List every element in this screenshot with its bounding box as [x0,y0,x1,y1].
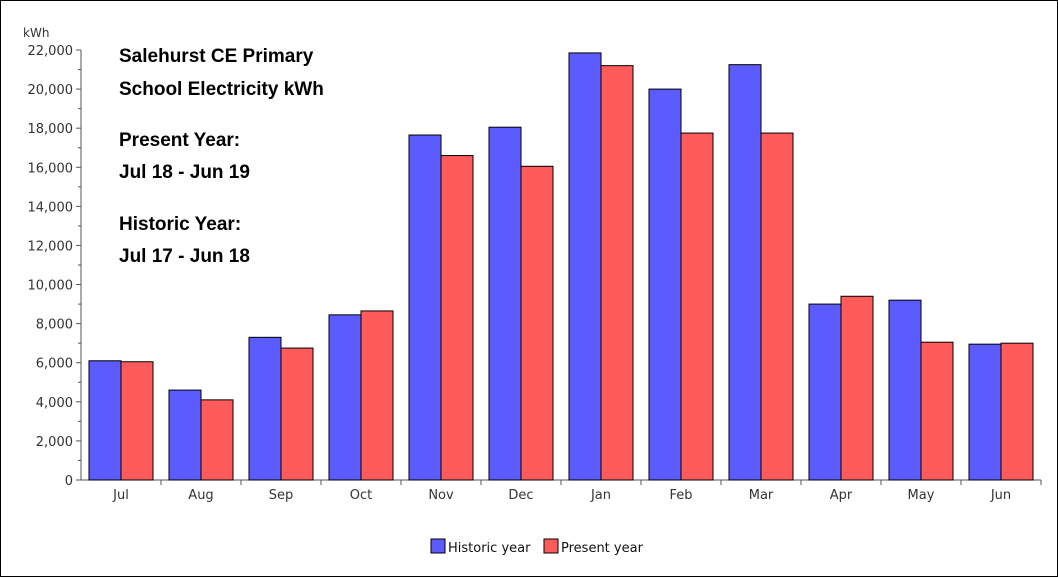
title-line-6: Jul 17 - Jun 18 [119,246,250,267]
title-line-1: Salehurst CE Primary [119,46,314,67]
bar-historic-year-jul [88,360,122,481]
y-tick-label: 4,000 [36,396,73,411]
y-tick-label: 16,000 [28,161,74,176]
bar-present-year-jun [1000,342,1034,481]
bar-present-year-nov [440,155,474,481]
legend: Historic year Present year [430,538,644,556]
y-tick-label: 10,000 [28,279,74,294]
title-line-3: Present Year: [119,130,240,151]
x-tick-label: Mar [749,488,774,503]
y-axis-ticks: 0 2,000 4,000 6,000 8,000 10,000 12,000 14,000 1… [28,44,81,489]
y-tick-label: 18,000 [28,122,74,137]
legend-label-present: Present year [561,541,644,556]
bar-historic-year-feb [648,88,682,481]
y-tick-label: 14,000 [28,200,74,215]
bar-present-year-mar [760,132,794,481]
bar-historic-year-nov [408,134,442,481]
y-tick-label: 22,000 [28,44,74,59]
x-tick-label: Aug [188,488,213,503]
y-tick-label: 2,000 [36,435,73,450]
x-tick-label: Feb [669,488,692,503]
legend-label-historic: Historic year [448,541,531,556]
x-tick-label: Jul [112,488,129,503]
bar-historic-year-jan [568,52,602,481]
bar-present-year-feb [680,132,714,481]
bar-historic-year-oct [328,314,362,481]
bar-present-year-jul [120,361,154,481]
bar-present-year-jan [600,65,634,481]
x-tick-label: Sep [269,488,294,503]
bar-historic-year-dec [488,126,522,481]
bar-present-year-apr [840,295,874,481]
title-line-2: School Electricity kWh [119,79,324,100]
y-axis-unit-label: kWh [23,26,49,40]
legend-swatch-present [543,538,559,554]
y-tick-label: 8,000 [36,318,73,333]
title-line-5: Historic Year: [119,214,241,235]
y-tick-label: 0 [65,474,73,489]
x-axis-ticks: Jul Aug Sep Oct Nov Dec Jan Feb Mar Apr May Jun [112,480,1042,503]
y-tick-label: 20,000 [28,83,74,98]
chart-title-block: Salehurst CE Primary School Electricity … [119,46,324,267]
y-tick-label: 12,000 [28,239,74,254]
x-tick-label: Nov [428,488,454,503]
legend-swatch-historic [430,538,446,554]
bars-group [88,52,1034,481]
title-line-4: Jul 18 - Jun 19 [119,162,250,183]
x-tick-label: Jun [990,488,1011,503]
x-tick-label: Jan [590,488,611,503]
bar-historic-year-may [888,299,922,481]
bar-present-year-dec [520,165,554,481]
x-tick-label: Oct [350,488,372,503]
bar-historic-year-sep [248,336,282,481]
bar-historic-year-aug [168,389,202,481]
y-tick-label: 6,000 [36,357,73,372]
bar-present-year-may [920,341,954,481]
x-tick-label: Dec [508,488,533,503]
x-tick-label: Apr [830,488,853,503]
bar-present-year-oct [360,310,394,481]
bar-historic-year-mar [728,64,762,481]
bar-present-year-aug [200,399,234,481]
bar-present-year-sep [280,347,314,481]
bar-historic-year-apr [808,303,842,481]
x-tick-label: May [908,488,935,503]
bar-historic-year-jun [968,343,1002,481]
